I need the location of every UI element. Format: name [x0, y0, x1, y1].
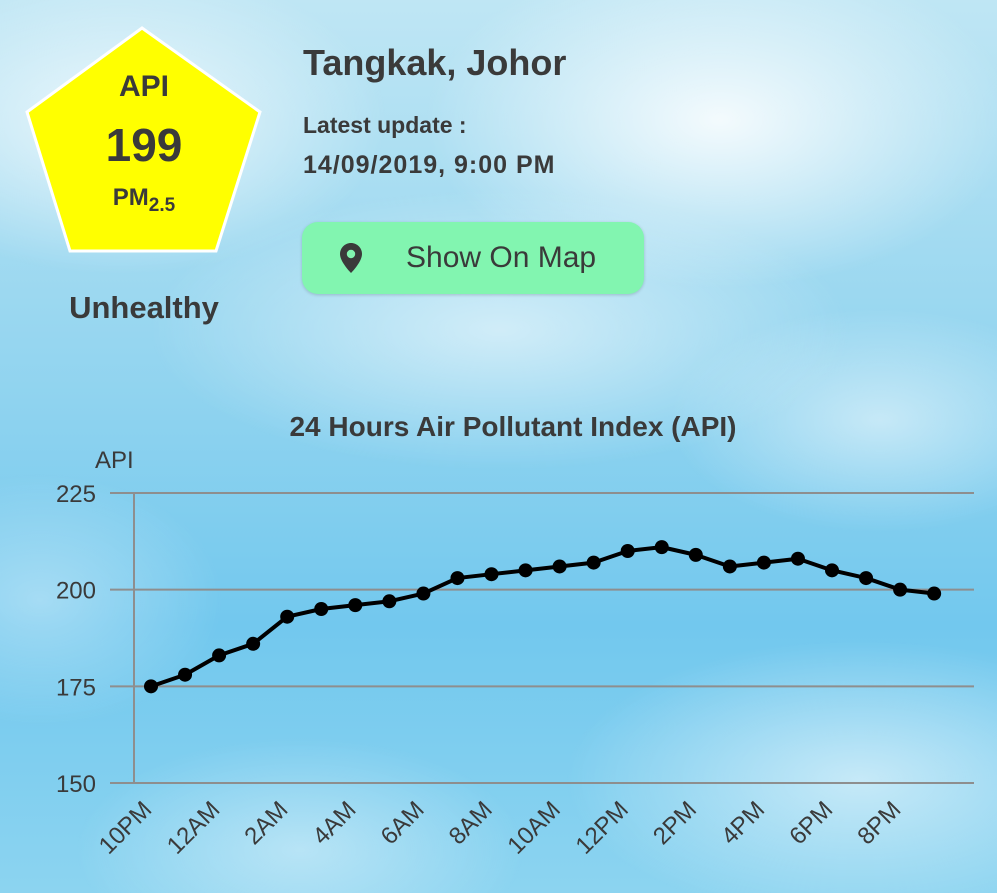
- x-tick-label: 8PM: [852, 796, 906, 850]
- x-tick-label: 12PM: [571, 796, 634, 859]
- data-point: [280, 609, 295, 624]
- latest-update-time: 14/09/2019, 9:00 PM: [303, 151, 556, 179]
- data-point: [893, 582, 908, 597]
- x-tick-label: 4AM: [308, 796, 362, 850]
- data-point: [620, 544, 635, 558]
- data-point: [382, 594, 397, 609]
- data-point: [484, 567, 499, 582]
- pentagon-shape: [25, 26, 262, 253]
- map-pin-icon: [340, 243, 362, 278]
- data-point: [790, 551, 805, 566]
- data-point: [654, 540, 669, 555]
- x-tick-label: 8AM: [444, 796, 498, 850]
- data-point: [927, 586, 942, 601]
- data-point: [246, 636, 261, 651]
- data-point: [825, 563, 839, 578]
- x-tick-label: 6AM: [376, 796, 430, 850]
- badge-api-value: 199: [105, 119, 183, 171]
- x-tick-label: 2AM: [239, 796, 293, 850]
- api-line-chart: 150 175 200 225 API 10PM 12AM 2AM 4AM 6AM 8AM 10AM 1…: [56, 447, 974, 860]
- badge-pollutant-name: PM: [112, 184, 149, 211]
- x-tick-label: 10AM: [502, 796, 565, 859]
- data-point: [756, 555, 771, 570]
- data-point: [586, 555, 601, 570]
- data-point: [348, 598, 363, 613]
- latest-update-label: Latest update :: [303, 112, 467, 138]
- badge-api-label: API: [118, 70, 169, 103]
- y-tick-label: 175: [56, 674, 96, 701]
- data-point: [722, 559, 737, 574]
- x-tick-label: 10PM: [94, 796, 157, 859]
- data-point: [518, 563, 533, 578]
- data-point: [314, 602, 329, 616]
- show-on-map-label: Show On Map: [406, 241, 597, 274]
- air-quality-status: Unhealthy: [69, 290, 219, 325]
- data-point: [688, 547, 703, 562]
- data-point: [178, 667, 193, 682]
- data-point: [450, 571, 465, 586]
- y-tick-label: 200: [56, 578, 96, 605]
- x-tick-label: 4PM: [716, 796, 770, 850]
- x-tick-label: 12AM: [162, 796, 225, 859]
- location-title: Tangkak, Johor: [303, 42, 567, 83]
- series-line: [150, 545, 935, 689]
- y-tick-label: 150: [56, 771, 96, 798]
- badge-pollutant: PM2.5: [24, 184, 264, 217]
- data-point: [144, 679, 158, 694]
- data-point: [212, 648, 227, 663]
- chart-title: 24 Hours Air Pollutant Index (API): [289, 411, 737, 442]
- data-point: [859, 571, 874, 586]
- y-axis-label: API: [95, 447, 134, 474]
- data-point: [416, 586, 431, 601]
- x-tick-label: 6PM: [784, 796, 838, 850]
- badge-pollutant-subscript: 2.5: [148, 195, 176, 216]
- y-tick-label: 225: [56, 481, 96, 508]
- x-tick-label: 2PM: [648, 796, 702, 850]
- data-point: [552, 559, 567, 574]
- api-badge: API 199 PM2.5: [24, 26, 264, 254]
- show-on-map-button[interactable]: Show On Map: [302, 222, 644, 294]
